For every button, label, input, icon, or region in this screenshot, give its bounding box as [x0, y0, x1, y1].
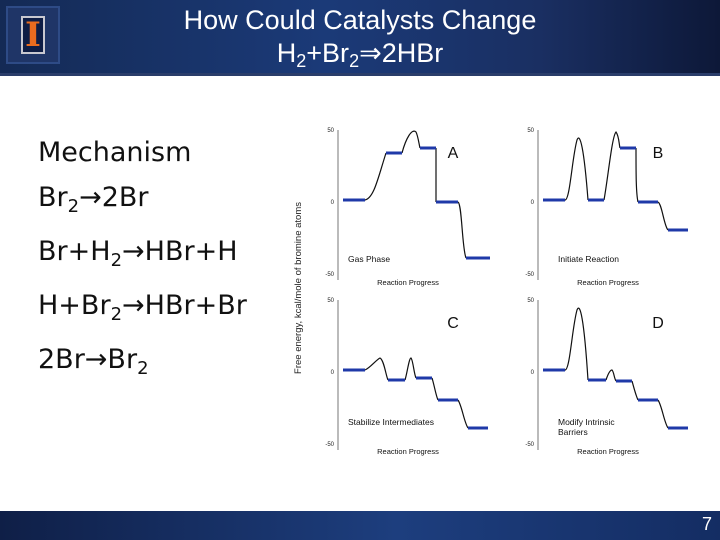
mechanism-text: Mechanism — [38, 137, 192, 168]
logo-block-i-frame: I — [21, 15, 45, 55]
mechanism-step: H+Br2→HBr+Br — [38, 283, 247, 337]
panel-caption: Initiate Reaction — [558, 254, 619, 264]
page-number: 7 — [701, 514, 712, 534]
diagram-panel: 50 0 -50 C Stabilize Intermediates Reaction P… — [325, 298, 488, 456]
panel-caption: Barriers — [558, 427, 588, 437]
panel-caption: Modify Intrinsic — [558, 417, 615, 427]
mechanism-text: →HBr+H — [122, 236, 238, 267]
energy-curve — [564, 131, 669, 231]
mechanism-step: Br+H2→HBr+H — [38, 229, 247, 283]
mechanism-subscript: 2 — [110, 250, 123, 271]
mechanism-list: Mechanism Br2→2Br Br+H2→HBr+H H+Br2→HBr+Br 2… — [38, 130, 247, 391]
mechanism-text: →2Br — [79, 182, 149, 213]
mechanism-step: 2Br→Br2 — [38, 337, 247, 391]
title-subscript: 2 — [296, 51, 307, 71]
tick-label: -50 — [325, 272, 334, 278]
tick-label: 0 — [331, 200, 335, 206]
panel-caption: Gas Phase — [348, 254, 390, 264]
energy-diagram-figure: Free energy, kcal/mole of bromine atoms 5… — [293, 128, 688, 456]
tick-label: -50 — [525, 442, 534, 448]
mechanism-step: Br2→2Br — [38, 175, 247, 229]
diagram-panel: 50 0 -50 A Gas Phase Reaction Progress — [325, 128, 490, 287]
mechanism-step: Mechanism — [38, 130, 247, 175]
mechanism-subscript: 2 — [67, 196, 80, 217]
tick-label: 50 — [327, 298, 334, 304]
header-divider — [0, 73, 720, 76]
mechanism-text: 2Br→Br — [38, 344, 138, 375]
tick-label: 50 — [527, 298, 534, 304]
tick-label: 50 — [527, 128, 534, 134]
x-axis-label: Reaction Progress — [577, 447, 639, 456]
title-bar: I How Could Catalysts Change H2+Br2⇒2HBr — [0, 0, 720, 73]
title-line-1: How Could Catalysts Change — [183, 5, 537, 35]
tick-label: -50 — [325, 442, 334, 448]
panel-letter: A — [448, 145, 459, 162]
tick-label: 0 — [531, 200, 535, 206]
panel-letter: B — [653, 145, 664, 162]
x-axis-label: Reaction Progress — [377, 447, 439, 456]
panel-caption: Stabilize Intermediates — [348, 417, 434, 427]
tick-label: 50 — [327, 128, 334, 134]
energy-curve — [364, 130, 467, 259]
title-subscript: 2 — [349, 51, 360, 71]
mechanism-subscript: 2 — [110, 304, 123, 325]
tick-label: -50 — [525, 272, 534, 278]
mechanism-text: Br — [38, 182, 68, 213]
energy-curve — [564, 307, 669, 429]
energy-curve — [364, 357, 469, 429]
x-axis-label: Reaction Progress — [377, 278, 439, 287]
mechanism-subscript: 2 — [137, 358, 149, 379]
footer-bar: 7 — [0, 511, 720, 540]
title-part: +Br — [306, 38, 350, 68]
title-line-2: H2+Br2⇒2HBr — [70, 37, 650, 78]
title-part: ⇒2HBr — [359, 38, 444, 68]
mechanism-text: Br+H — [38, 236, 111, 267]
panel-letter: C — [447, 315, 459, 332]
mechanism-text: →HBr+Br — [122, 290, 247, 321]
slide-title: How Could Catalysts Change H2+Br2⇒2HBr — [70, 4, 650, 78]
x-axis-label: Reaction Progress — [577, 278, 639, 287]
mechanism-text: H+Br — [38, 290, 111, 321]
title-part: H — [276, 38, 297, 68]
tick-label: 0 — [331, 370, 335, 376]
tick-label: 0 — [531, 370, 535, 376]
panel-letter: D — [652, 315, 664, 332]
university-logo: I — [6, 6, 60, 64]
diagram-panel: 50 0 -50 B Initiate Reaction Reaction Progres… — [525, 128, 688, 287]
logo-block-i: I — [25, 15, 41, 55]
y-axis-label: Free energy, kcal/mole of bromine atoms — [293, 202, 304, 374]
